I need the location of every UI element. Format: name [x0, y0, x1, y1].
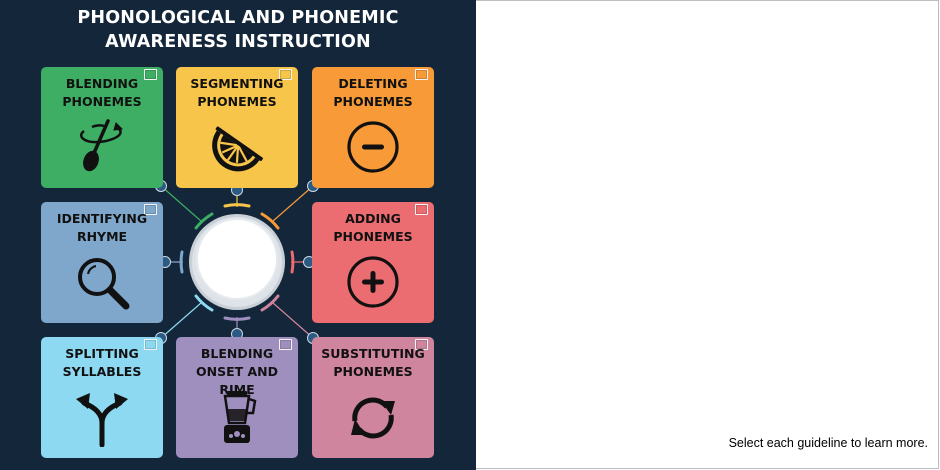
checkbox[interactable]: [415, 204, 428, 215]
infographic-panel: PHONOLOGICAL AND PHONEMIC AWARENESS INST…: [0, 0, 476, 470]
card-adding-phonemes[interactable]: ADDING PHONEMES: [312, 202, 434, 323]
card-substituting-phonemes[interactable]: SUBSTITUTING PHONEMES: [312, 337, 434, 458]
card-label-line-2: PHONEMES: [333, 229, 413, 244]
minus-circle-icon: [347, 121, 399, 173]
card-label-line-1: SPLITTING: [65, 346, 139, 361]
blender-icon: [223, 391, 257, 443]
card-blending-phonemes[interactable]: BLENDING PHONEMES: [41, 67, 163, 188]
card-label-line-2: PHONEMES: [197, 94, 277, 109]
card-label-line-2: PHONEMES: [333, 94, 413, 109]
card-label-line-1: ADDING: [345, 211, 401, 226]
refresh-arrows-icon: [351, 397, 395, 439]
checkbox[interactable]: [415, 339, 428, 350]
title-line-2: AWARENESS INSTRUCTION: [105, 32, 371, 52]
card-label-line-1: SEGMENTING: [190, 76, 284, 91]
card-label-line-1: BLENDING: [200, 346, 274, 361]
card-label-line-2: SYLLABLES: [62, 364, 142, 379]
checkbox[interactable]: [279, 69, 292, 80]
checkbox[interactable]: [144, 339, 157, 350]
card-label-line-2: PHONEMES: [333, 364, 413, 379]
card-label-line-1: DELETING: [338, 76, 408, 91]
checkbox[interactable]: [144, 204, 157, 215]
card-deleting-phonemes[interactable]: DELETING PHONEMES: [312, 67, 434, 188]
card-segmenting-phonemes[interactable]: SEGMENTING PHONEMES: [176, 67, 298, 188]
checkbox[interactable]: [415, 69, 428, 80]
checkbox[interactable]: [144, 69, 157, 80]
card-identifying-rhyme[interactable]: IDENTIFYING RHYME: [41, 202, 163, 323]
split-arrow-icon: [76, 393, 128, 447]
checkbox[interactable]: [279, 339, 292, 350]
plus-circle-icon: [347, 256, 399, 308]
card-label-line-2: RHYME: [76, 229, 128, 244]
card-label-line-2: PHONEMES: [62, 94, 142, 109]
instruction-text: Select each guideline to learn more.: [728, 436, 928, 450]
orange-slice-icon: [212, 126, 263, 172]
title-line-1: PHONOLOGICAL AND PHONEMIC: [77, 8, 399, 28]
infographic-title: PHONOLOGICAL AND PHONEMIC AWARENESS INST…: [0, 6, 476, 54]
card-label-line-1: BLENDING: [65, 76, 139, 91]
card-label-line-1: SUBSTITUTING: [321, 346, 425, 361]
card-blending-onset-and-rime[interactable]: BLENDING ONSET AND RIME: [176, 337, 298, 458]
spoon-stir-icon: [80, 119, 124, 172]
card-splitting-syllables[interactable]: SPLITTING SYLLABLES: [41, 337, 163, 458]
card-label-line-1: IDENTIFYING: [56, 211, 148, 226]
magnifier-icon: [78, 258, 130, 310]
